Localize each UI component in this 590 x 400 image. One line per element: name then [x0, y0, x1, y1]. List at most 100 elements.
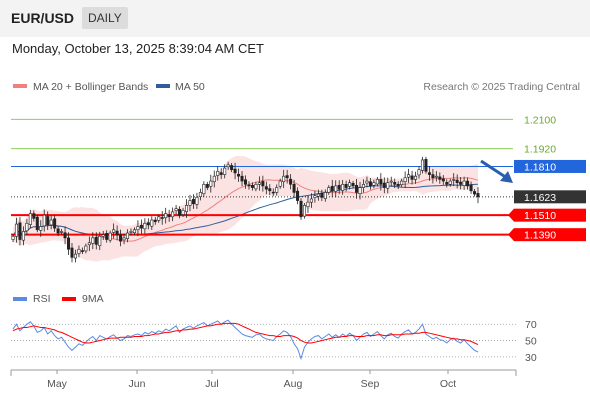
candle-body	[136, 226, 140, 231]
candle-body	[372, 182, 376, 186]
candle	[101, 230, 105, 241]
candle	[306, 195, 310, 214]
candle	[316, 189, 320, 201]
timestamp: Monday, October 13, 2025 8:39:04 AM CET	[12, 41, 264, 56]
candle	[233, 162, 237, 180]
candle	[271, 188, 275, 197]
candle	[462, 176, 466, 190]
candle	[368, 177, 372, 190]
rsi-9ma-line	[12, 322, 479, 346]
candle	[313, 190, 317, 203]
candle-body	[250, 184, 254, 188]
candle-body	[389, 180, 393, 183]
candle-body	[157, 216, 161, 221]
candle	[302, 202, 307, 219]
candle-body	[341, 184, 345, 191]
candle	[112, 223, 116, 239]
candle	[188, 194, 192, 212]
candle	[386, 177, 390, 194]
candle	[257, 176, 261, 191]
legend-label-9ma: 9MA	[82, 293, 104, 305]
candle	[400, 178, 404, 188]
candle-body	[132, 229, 136, 234]
candle-body	[254, 184, 258, 190]
candle-body	[73, 253, 77, 259]
candle-body	[98, 235, 102, 247]
candle	[115, 225, 119, 241]
candle	[202, 181, 206, 197]
candle	[98, 231, 102, 251]
candle-body	[344, 184, 348, 188]
level-tag-label: 1.1390	[524, 230, 556, 242]
candle-body	[181, 209, 185, 215]
candle	[250, 182, 254, 191]
rsi-tick-label: 70	[525, 319, 537, 331]
candle-body	[327, 187, 331, 193]
candle	[330, 179, 334, 198]
candle-body	[261, 181, 265, 187]
candle-body	[257, 182, 261, 185]
candle-body	[143, 222, 147, 230]
candle-body	[320, 193, 324, 198]
candle-body	[178, 209, 182, 216]
candle-body	[209, 180, 213, 187]
level-tag-bg	[514, 190, 586, 204]
x-tick-label: May	[47, 378, 68, 390]
candle-body	[431, 174, 435, 179]
candle	[254, 181, 258, 192]
candle-body	[445, 182, 449, 185]
candle-body	[396, 184, 400, 187]
candle	[56, 225, 60, 237]
candle-body	[407, 174, 411, 178]
candle-body	[60, 231, 64, 233]
candle	[122, 233, 126, 245]
candle-body	[348, 182, 352, 187]
candle	[261, 175, 265, 192]
candle	[445, 179, 449, 188]
candle-body	[243, 179, 248, 185]
candle-body	[296, 190, 300, 201]
candle	[67, 232, 71, 255]
level-tag-pointer	[508, 208, 514, 222]
candle	[268, 184, 272, 196]
candle	[212, 170, 216, 188]
candle	[438, 172, 442, 184]
candle-body	[334, 185, 338, 192]
candle	[11, 233, 15, 242]
candle	[171, 207, 175, 222]
candle-body	[309, 198, 313, 203]
candle	[230, 163, 234, 173]
candle	[25, 218, 29, 236]
legend-label-bb: MA 20 + Bollinger Bands	[33, 81, 148, 93]
candle	[80, 247, 84, 254]
candle	[372, 179, 376, 189]
candle-body	[139, 224, 143, 229]
x-tick-label: Jul	[205, 378, 218, 390]
candle	[448, 178, 452, 187]
candle-body	[386, 182, 390, 189]
candle-body	[202, 184, 206, 195]
candle-body	[434, 175, 438, 178]
legend-swatch-9ma	[62, 297, 76, 301]
candle	[209, 174, 213, 193]
candle	[344, 180, 348, 192]
timeframe-button[interactable]: DAILY	[82, 7, 128, 29]
candle	[63, 226, 67, 245]
instrument-title: EUR/USD	[11, 10, 75, 26]
candle-body	[84, 245, 88, 252]
candle	[184, 199, 189, 218]
candle	[466, 177, 470, 190]
candle	[459, 177, 463, 190]
candle-body	[219, 172, 223, 175]
candle-body	[11, 235, 15, 240]
candle	[143, 218, 147, 234]
candle	[441, 175, 445, 185]
candle-body	[49, 219, 53, 226]
candle	[153, 216, 157, 225]
candle-body	[393, 182, 397, 185]
candle	[396, 181, 400, 190]
candle	[70, 242, 74, 263]
candle-body	[67, 237, 71, 250]
candle	[129, 228, 133, 236]
candle	[351, 180, 355, 189]
